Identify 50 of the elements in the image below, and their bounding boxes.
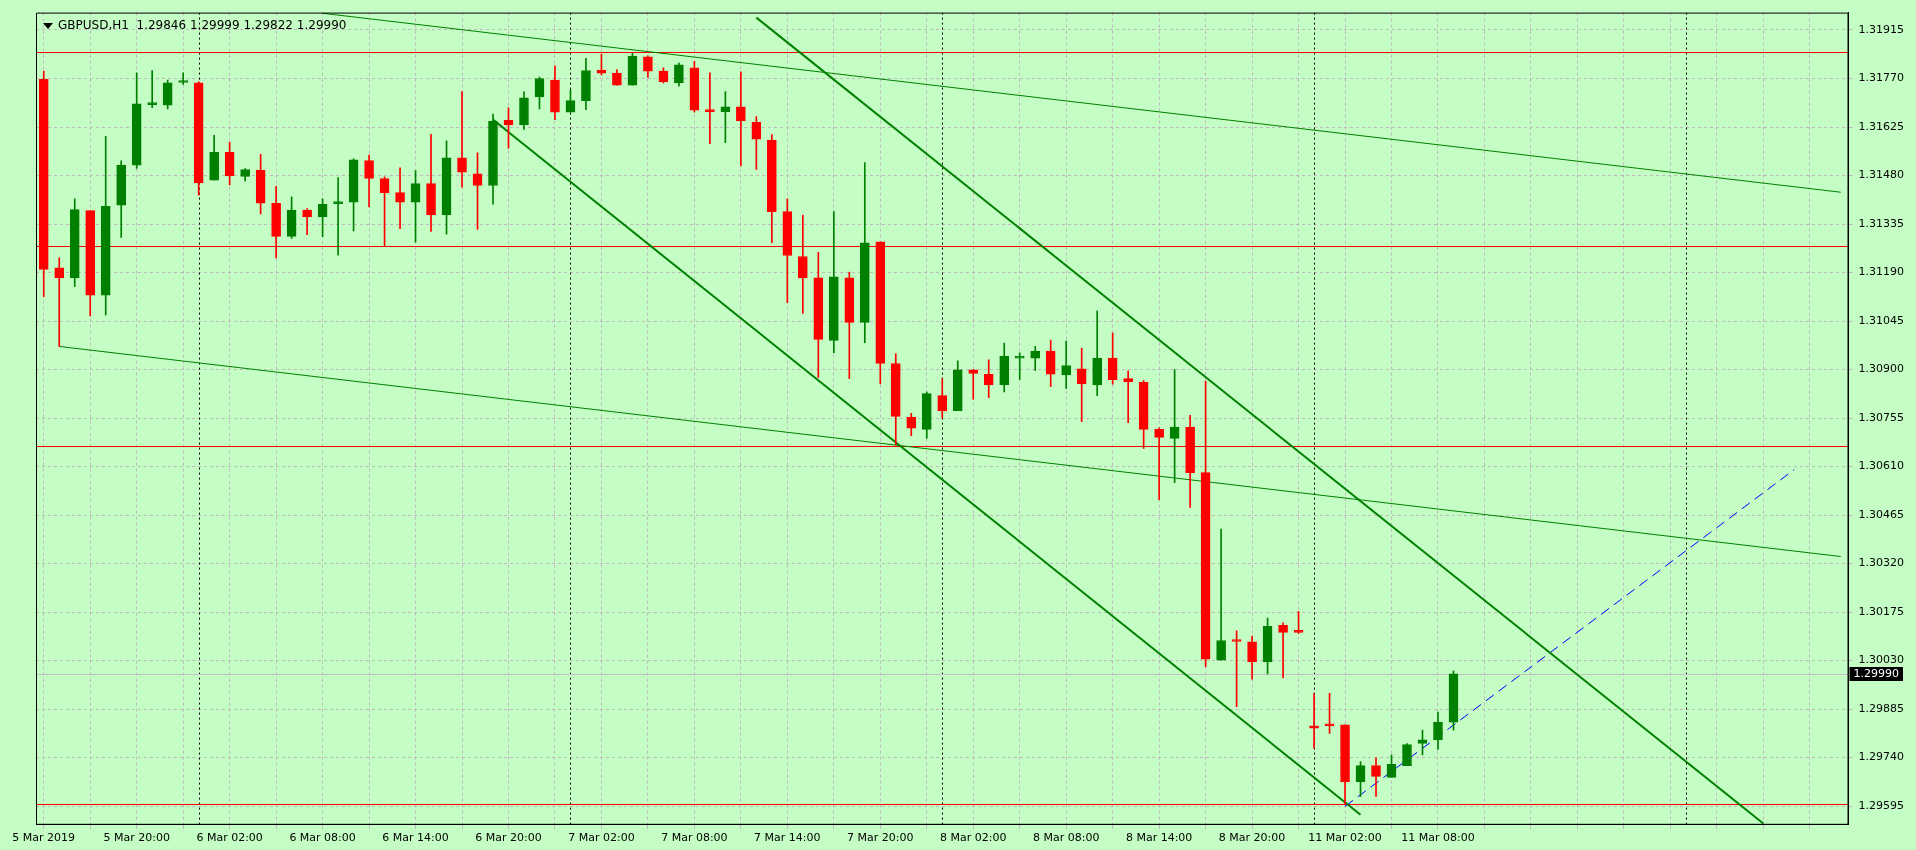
x-tick-label: 8 Mar 14:00: [1125, 831, 1193, 845]
y-tick-label: 1.30030: [1858, 653, 1905, 667]
y-tick-label: 1.29740: [1858, 750, 1905, 764]
candlestick: [333, 177, 343, 256]
candlestick: [1278, 622, 1288, 679]
x-tick-label: 5 Mar 2019: [12, 831, 76, 845]
y-tick-label: 1.31770: [1858, 71, 1905, 85]
y-tick-label: 1.30320: [1858, 556, 1905, 570]
y-tick-label: 1.31915: [1858, 22, 1905, 36]
candlestick: [1123, 370, 1133, 424]
candlestick: [395, 167, 405, 230]
y-tick-label: 1.31480: [1858, 168, 1905, 182]
y-tick-label: 1.30465: [1858, 507, 1905, 521]
y-tick-label: 1.30900: [1858, 362, 1905, 376]
y-tick-label: 1.29885: [1858, 701, 1905, 715]
candlestick: [1216, 528, 1226, 661]
x-tick-label: 5 Mar 20:00: [103, 831, 170, 845]
y-tick-label: 1.30755: [1858, 410, 1905, 424]
y-tick-label: 1.31335: [1858, 216, 1905, 230]
y-tick-label: 1.31190: [1858, 265, 1905, 279]
x-tick-label: 6 Mar 20:00: [475, 831, 542, 845]
x-tick-label: 8 Mar 02:00: [940, 831, 1007, 845]
candlestick: [1076, 347, 1087, 423]
candlestick: [1309, 693, 1319, 749]
y-tick-label: 1.30175: [1858, 604, 1905, 618]
y-tick-label: 1.31625: [1858, 119, 1905, 133]
candlestick: [147, 70, 158, 108]
x-tick-label: 8 Mar 08:00: [1032, 831, 1100, 845]
candlestick: [457, 91, 467, 188]
candlestick: [54, 257, 65, 347]
candlestick: [705, 72, 715, 145]
x-tick-label: 6 Mar 02:00: [196, 831, 263, 845]
x-tick-label: 8 Mar 20:00: [1218, 831, 1286, 845]
x-tick-label: 6 Mar 14:00: [382, 831, 449, 845]
y-tick-label: 1.30610: [1858, 459, 1905, 473]
y-tick-label: 1.29595: [1858, 798, 1905, 812]
x-tick-label: 11 Mar 08:00: [1401, 831, 1475, 845]
x-tick-label: 7 Mar 14:00: [754, 831, 821, 845]
candlestick: [302, 208, 312, 236]
candlestick: [736, 71, 746, 167]
candlestick: [1061, 340, 1072, 389]
x-tick-label: 7 Mar 20:00: [847, 831, 914, 845]
x-tick-label: 7 Mar 08:00: [661, 831, 728, 845]
ref-line-label: 1.29990: [1853, 666, 1900, 680]
y-tick-label: 1.31045: [1858, 313, 1905, 327]
x-tick-label: 7 Mar 02:00: [568, 831, 635, 845]
text: GBPUSD,H1 1.29846 1.29999 1.29822 1.29990: [58, 17, 347, 32]
x-tick-label: 6 Mar 08:00: [289, 831, 356, 845]
candlestick: [178, 72, 188, 85]
x-tick-label: 11 Mar 02:00: [1308, 831, 1382, 845]
